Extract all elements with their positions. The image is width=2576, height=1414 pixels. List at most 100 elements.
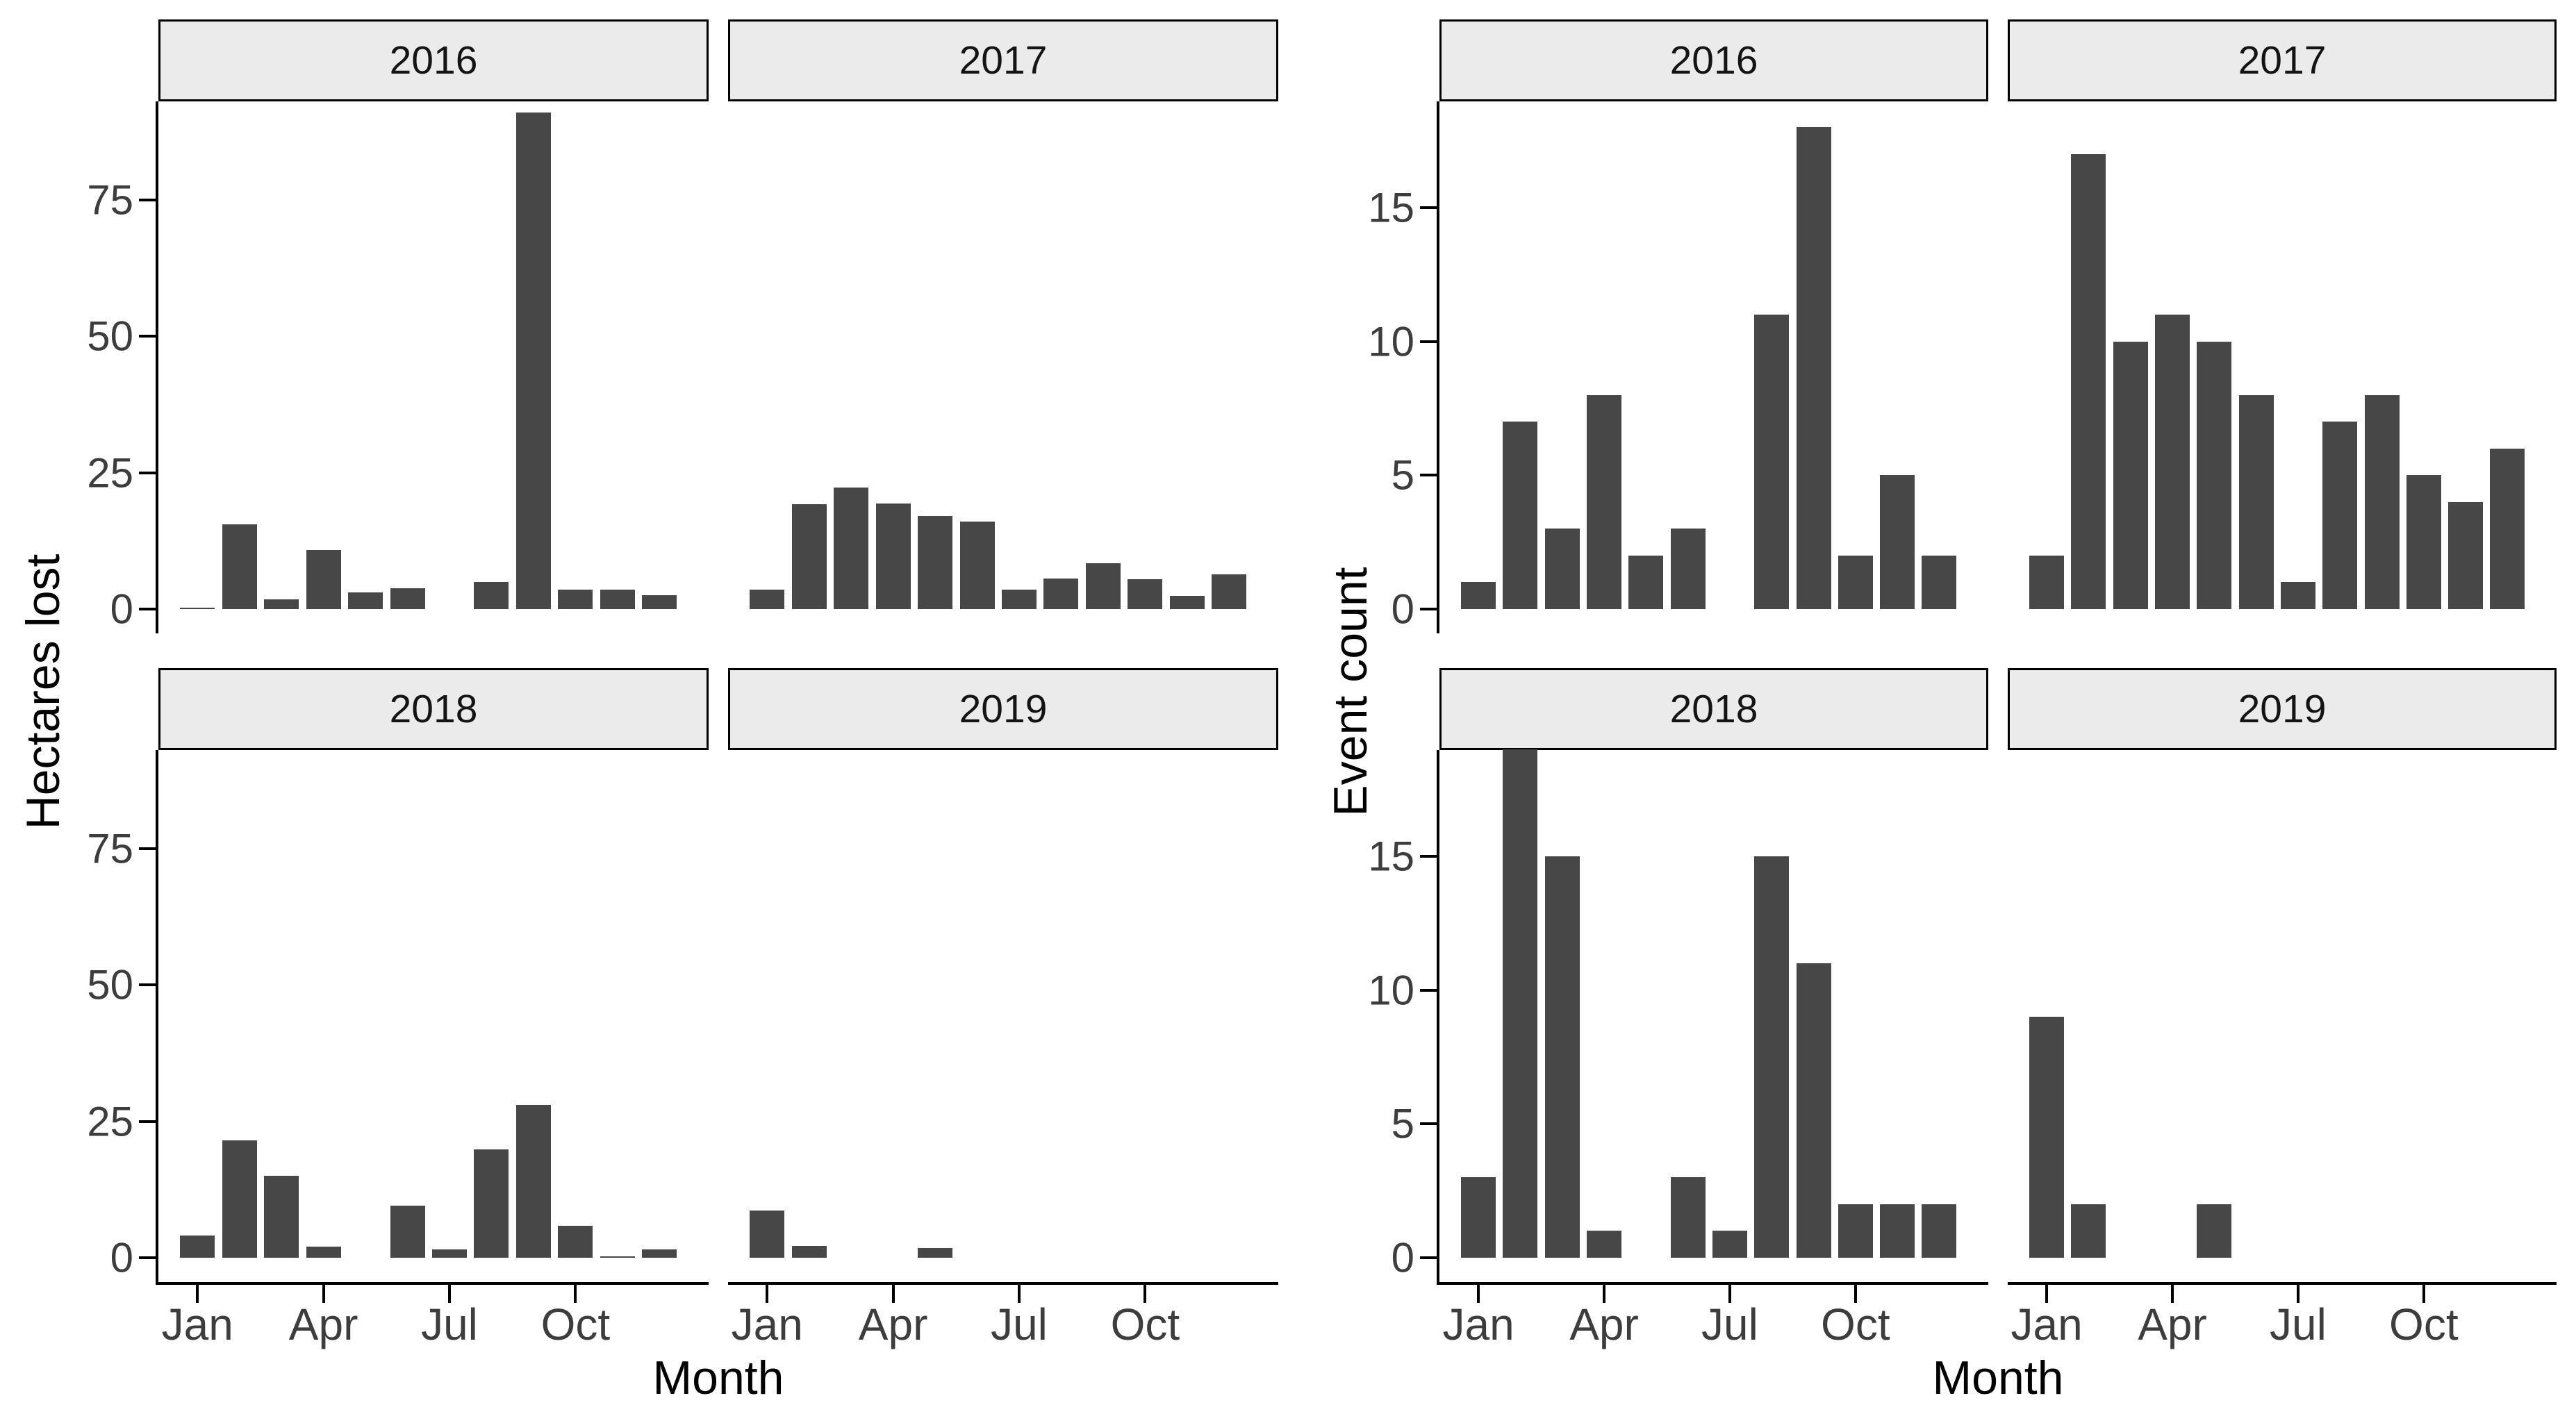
x-tick-mark (2296, 1285, 2300, 1303)
bar-2016-Mar (264, 599, 299, 609)
bar-2016-Mar (1544, 529, 1580, 609)
y-tick-mark (1420, 474, 1437, 477)
bar-2017-Nov (2448, 501, 2484, 609)
y-tick-label: 75 (87, 176, 133, 223)
y-tick-label: 0 (1391, 1234, 1414, 1281)
x-tick-label: Jan (1442, 1299, 1514, 1349)
y-tick-label: 5 (1391, 1100, 1414, 1147)
x-tick-label: Jul (1701, 1299, 1758, 1349)
bar-2018-Sep (515, 1104, 551, 1258)
bar-2018-Jan (1461, 1177, 1496, 1258)
x-tick-mark (891, 1285, 895, 1303)
bar-2016-Apr (306, 550, 341, 609)
bar-2017-Nov (1169, 596, 1205, 609)
y-tick-mark (1420, 340, 1437, 343)
bar-2018-Apr (1587, 1231, 1621, 1258)
x-tick-label: Apr (2138, 1299, 2207, 1349)
x-tick-mark (322, 1285, 325, 1303)
y-tick-mark (1420, 1122, 1437, 1126)
x-tick-label: Jul (991, 1299, 1048, 1349)
bar-2017-Sep (1085, 563, 1121, 609)
bar-2018-Dec (1922, 1204, 1957, 1258)
facet-strip: 2019 (728, 668, 1278, 750)
bar-2016-Jan (1461, 582, 1496, 609)
bar-2018-Oct (1838, 1204, 1873, 1258)
y-tick-mark (139, 1120, 156, 1123)
bar-2017-Feb (791, 504, 827, 609)
bar-2017-Dec (2490, 448, 2525, 609)
bar-2018-Nov (600, 1256, 635, 1258)
bar-2018-Nov (1880, 1204, 1915, 1258)
bar-2017-Oct (2406, 475, 2441, 609)
y-axis-line (1437, 750, 1439, 1282)
bar-2019-Feb (791, 1246, 827, 1258)
x-tick-label: Apr (858, 1299, 928, 1349)
bar-2017-Feb (2071, 153, 2106, 609)
x-tick-mark (1017, 1285, 1021, 1303)
x-tick-mark (2422, 1285, 2425, 1303)
bar-2018-Jul (431, 1249, 467, 1258)
bar-2018-Mar (1544, 856, 1580, 1258)
facet-strip-label: 2017 (2238, 38, 2327, 83)
bar-2017-Oct (1128, 579, 1163, 609)
bar-2019-Jan (750, 1210, 785, 1258)
bar-2017-Aug (2322, 422, 2358, 609)
bar-2016-Apr (1587, 394, 1621, 609)
x-tick-mark (1853, 1285, 1857, 1303)
bar-2017-Mar (834, 487, 869, 609)
x-axis-line (2008, 1282, 2557, 1285)
x-tick-label: Jul (421, 1299, 478, 1349)
facet-strip: 2019 (2008, 668, 2557, 750)
x-tick-label: Jan (2011, 1299, 2083, 1349)
x-axis-line (156, 1282, 709, 1285)
facet-strip: 2016 (158, 19, 709, 101)
y-tick-label: 0 (110, 1234, 133, 1281)
bar-2016-Dec (642, 595, 677, 609)
bar-2016-Feb (1503, 422, 1538, 609)
facet-strip: 2017 (2008, 19, 2557, 101)
bar-2017-Jul (1001, 590, 1037, 609)
y-axis-line (156, 750, 158, 1282)
facet-strip: 2018 (158, 668, 709, 750)
y-tick-mark (139, 847, 156, 850)
bar-2016-Aug (474, 581, 509, 609)
y-tick-mark (1420, 1256, 1437, 1259)
bar-2017-Jul (2280, 582, 2315, 609)
x-axis-line (728, 1282, 1278, 1285)
x-tick-label: Oct (2389, 1299, 2459, 1349)
x-axis-title-month-left: Month (652, 1351, 784, 1404)
y-tick-label: 0 (1391, 585, 1414, 633)
y-axis-line (156, 101, 158, 633)
x-tick-label: Oct (540, 1299, 611, 1349)
x-tick-label: Apr (288, 1299, 358, 1349)
x-tick-label: Apr (1569, 1299, 1639, 1349)
bar-2019-May (918, 1247, 953, 1258)
bar-2018-Feb (222, 1140, 257, 1258)
facet-strip-label: 2018 (389, 687, 478, 731)
bar-2016-Feb (222, 524, 257, 609)
y-tick-mark (139, 335, 156, 338)
bar-2016-Jan (180, 607, 215, 609)
bar-2017-Apr (875, 503, 911, 609)
bar-2018-Dec (642, 1249, 677, 1258)
facet-strip-label: 2016 (389, 38, 478, 83)
bar-2019-Jan (2029, 1017, 2065, 1258)
bar-2017-Dec (1212, 574, 1247, 609)
bar-2018-Sep (1796, 963, 1831, 1258)
facet-strip-label: 2019 (2238, 687, 2327, 731)
bar-2018-Oct (558, 1225, 593, 1258)
bar-2018-Mar (264, 1176, 299, 1258)
bar-2017-Jun (2238, 394, 2274, 609)
bar-2018-Aug (474, 1149, 509, 1258)
bar-2016-Jun (1670, 529, 1706, 609)
bar-2019-May (2197, 1204, 2232, 1258)
x-axis-title-month-right: Month (1932, 1351, 2064, 1404)
x-tick-mark (1603, 1285, 1605, 1303)
y-tick-mark (139, 608, 156, 610)
x-tick-mark (1477, 1285, 1480, 1303)
y-tick-label: 25 (87, 1098, 133, 1145)
bar-2017-Aug (1043, 578, 1079, 609)
bar-2016-Aug (1754, 314, 1790, 609)
bar-2016-Oct (558, 589, 593, 609)
x-tick-label: Jul (2270, 1299, 2327, 1349)
